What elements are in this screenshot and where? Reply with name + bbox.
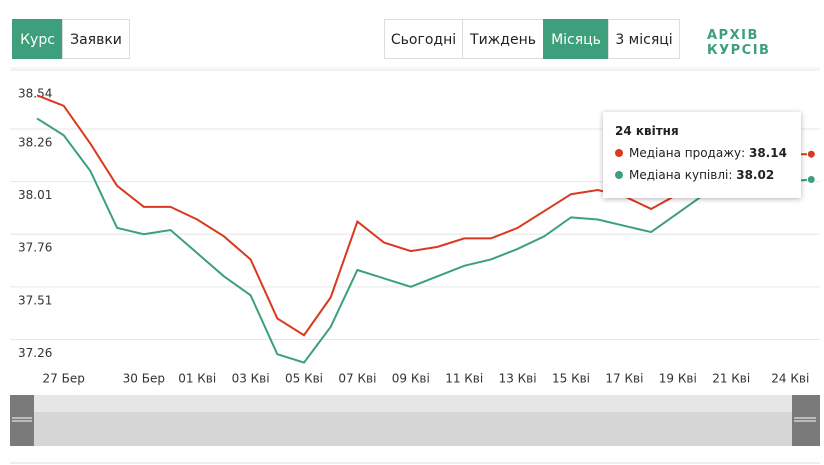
y-tick-label: 37.76 (18, 241, 52, 255)
x-tick-label: 24 Кві (771, 372, 809, 386)
x-tick-label: 17 Кві (605, 372, 643, 386)
tab[interactable]: Курс (12, 19, 63, 59)
x-tick-label: 05 Кві (285, 372, 323, 386)
tooltip-label: Медіана купівлі: (629, 168, 733, 182)
y-tick-label: 38.01 (18, 188, 52, 202)
navigator (10, 395, 820, 446)
archive-link[interactable]: АРХІВ КУРСІВ (707, 28, 771, 58)
x-tick-label: 21 Кві (712, 372, 750, 386)
line-series (36, 117, 812, 364)
y-tick-label: 38.26 (18, 135, 52, 149)
x-tick-label: 19 Кві (659, 372, 697, 386)
tooltip-value: 38.02 (736, 168, 775, 182)
hover-marker (806, 174, 816, 184)
x-tick-label: 03 Кві (232, 372, 270, 386)
tooltip-row: Медіана купівлі: 38.02 (615, 168, 789, 182)
y-tick-label: 37.26 (18, 346, 52, 360)
tooltip-label: Медіана продажу: (629, 146, 746, 160)
x-tick-label: 13 Кві (499, 372, 537, 386)
y-tick-label: 37.51 (18, 293, 52, 307)
tooltip: 24 квітня Медіана продажу: 38.14 Медіана… (603, 112, 801, 198)
range-button[interactable]: Сьогодні (384, 19, 463, 59)
range-button[interactable]: Місяць (543, 19, 609, 59)
x-tick-label: 11 Кві (445, 372, 483, 386)
tab[interactable]: Заявки (62, 19, 130, 59)
x-tick-label: 27 Бер (43, 372, 85, 386)
tooltip-row: Медіана продажу: 38.14 (615, 146, 789, 160)
tooltip-dot (615, 149, 623, 157)
x-tick-label: 09 Кві (392, 372, 430, 386)
x-tick-label: 30 Бер (123, 372, 165, 386)
tooltip-dot (615, 171, 623, 179)
navigator-band (34, 395, 792, 412)
x-tick-label: 07 Кві (338, 372, 376, 386)
x-tick-label: 01 Кві (178, 372, 216, 386)
hover-marker (806, 149, 816, 159)
x-tick-label: 15 Кві (552, 372, 590, 386)
tooltip-title: 24 квітня (615, 124, 679, 138)
tooltip-value: 38.14 (748, 146, 787, 160)
range-button[interactable]: Тиждень (462, 19, 544, 59)
range-button[interactable]: 3 місяці (608, 19, 680, 59)
